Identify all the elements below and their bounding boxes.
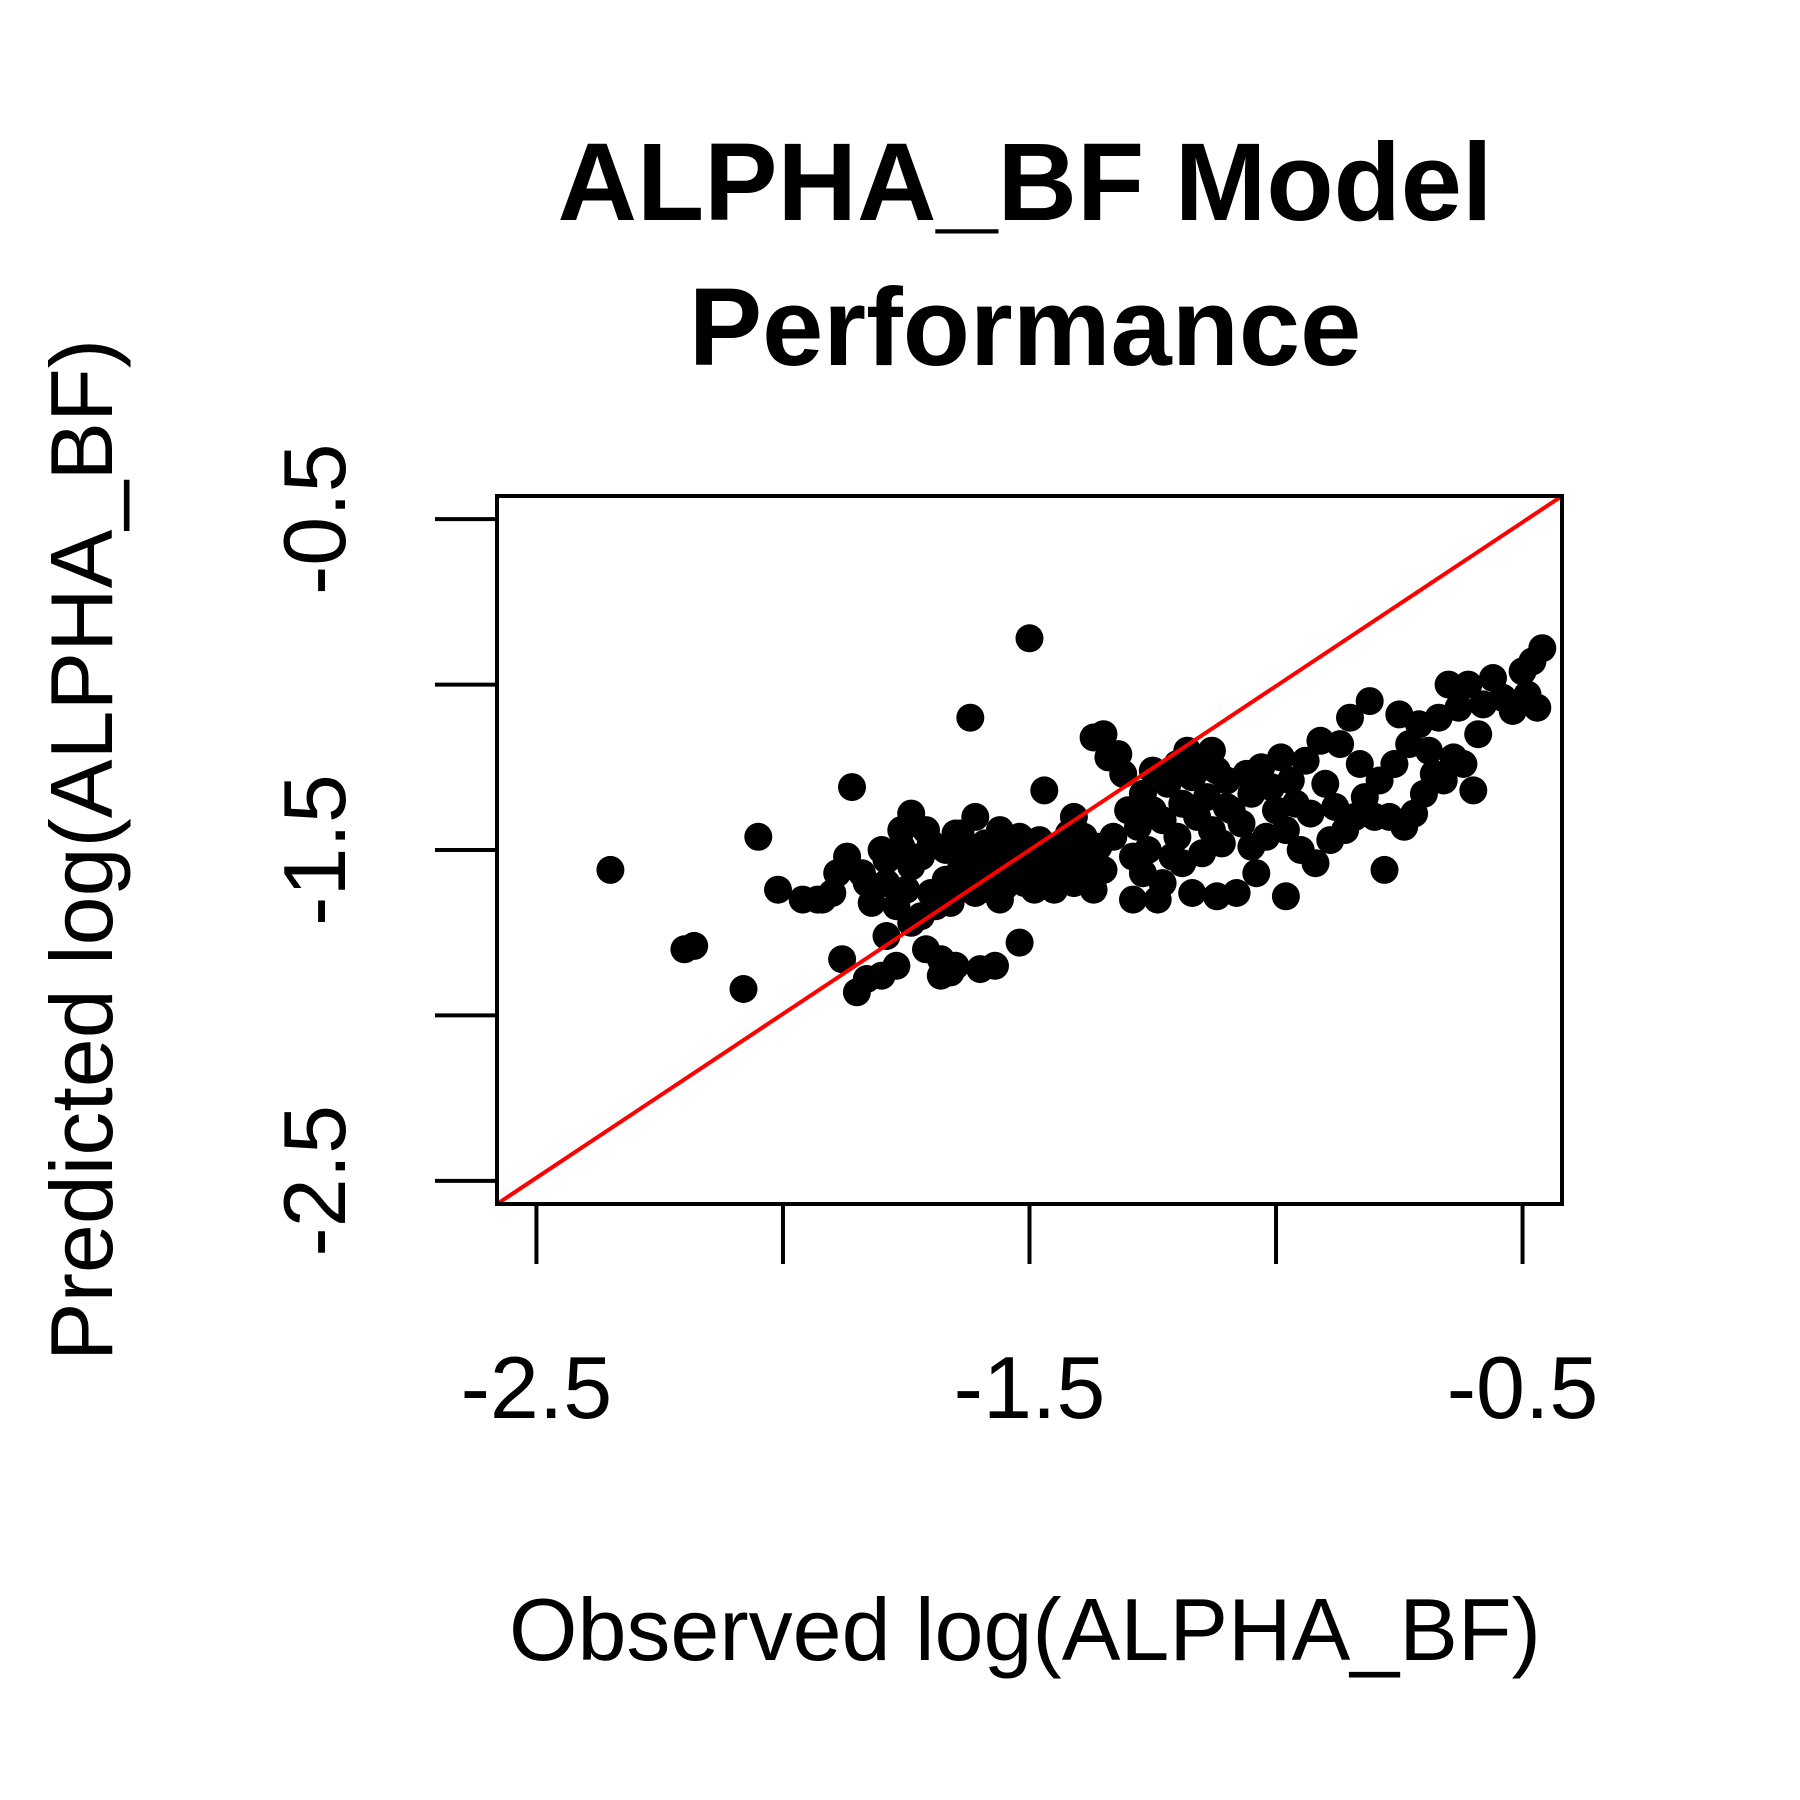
data-point [1528,634,1557,663]
data-point [1138,796,1167,825]
chart-title-line-2: Performance [689,266,1362,389]
data-point [892,875,921,904]
data-point [1434,670,1463,699]
data-point [852,869,881,898]
data-point [1523,693,1552,722]
data-point [1163,822,1192,851]
data-point [1311,769,1340,798]
data-point [1355,687,1384,716]
data-point [1454,670,1483,699]
data-point [1459,776,1488,805]
data-point [1148,869,1177,898]
data-point [1094,743,1123,772]
data-point [867,836,896,864]
data-point [1119,885,1147,914]
data-point [1414,736,1443,765]
data-point [882,951,911,980]
x-tick-label: -0.5 [1447,1338,1599,1437]
data-point [1370,855,1399,884]
data-point [729,975,758,1003]
data-point [1271,882,1300,911]
data-point [872,922,901,950]
data-point [1099,822,1128,851]
data-point [1345,750,1374,778]
data-point [838,773,866,802]
data-point [744,822,773,851]
data-point [981,951,1009,980]
data-point [956,703,985,732]
data-point [1267,743,1295,772]
plot-area: -2.5 -1.5 -0.5 -2.5 -1.5 -0.5 [265,443,1598,1437]
data-point [1464,720,1493,749]
data-point [1212,793,1241,821]
data-point [1015,624,1044,653]
data-point [1207,829,1236,858]
x-axis-label: Observed log(ALPHA_BF) [509,1580,1541,1679]
data-point [936,958,965,987]
data-point [1291,746,1320,775]
y-axis-label: Predicted log(ALPHA_BF) [32,339,131,1361]
data-point [680,931,709,960]
data-point [1133,836,1162,864]
data-point [833,842,862,871]
data-point [1242,859,1271,888]
data-point [1336,703,1364,732]
data-point [1178,879,1207,907]
data-point [1030,776,1059,805]
x-tick-label: -2.5 [461,1338,613,1437]
chart-title-line-1: ALPHA_BF Model [558,121,1493,244]
y-tick-label: -2.5 [265,1105,364,1257]
y-tick-label: -0.5 [265,443,364,595]
data-point [1271,816,1300,845]
reference-line [495,494,1564,1206]
data-point [1429,766,1458,795]
data-point [1296,799,1325,828]
x-tick-label: -1.5 [954,1338,1106,1437]
data-point [1089,855,1118,884]
data-point [828,945,857,974]
data-point [764,875,792,904]
data-point [1197,736,1226,765]
data-point [596,855,625,884]
data-point [1444,693,1473,722]
data-point [1276,766,1305,795]
data-point [818,879,847,907]
data-point [912,935,940,964]
y-tick-label: -1.5 [265,774,364,926]
data-point [1326,730,1355,759]
data-point [1079,723,1108,752]
data-point [985,885,1014,914]
data-point [1301,849,1330,878]
data-point [1005,928,1034,957]
data-point [1449,750,1478,778]
data-point [946,819,975,848]
data-point [916,829,945,858]
data-point [887,816,916,845]
data-point [1380,750,1409,778]
data-point [1222,879,1251,907]
data-point [1168,849,1197,878]
